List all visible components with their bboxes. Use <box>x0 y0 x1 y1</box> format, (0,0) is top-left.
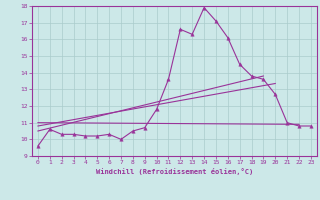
X-axis label: Windchill (Refroidissement éolien,°C): Windchill (Refroidissement éolien,°C) <box>96 168 253 175</box>
